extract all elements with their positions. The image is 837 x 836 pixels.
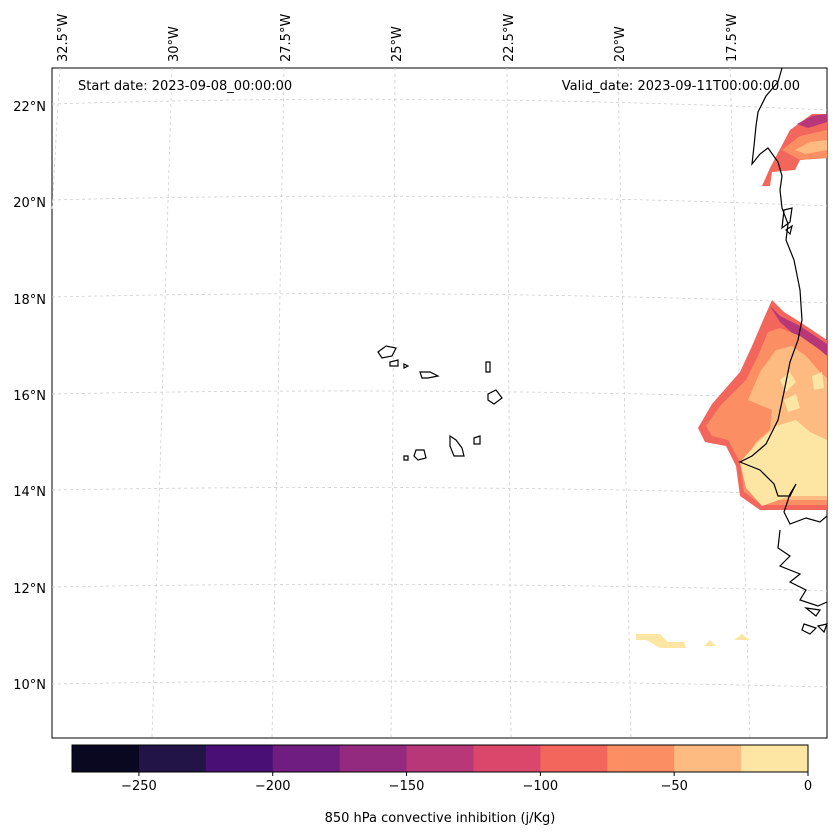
gridline-lon-275 — [271, 67, 285, 739]
colorbar-swatch — [607, 745, 675, 772]
gridline-lat-18 — [51, 293, 828, 304]
gridline-lat-10 — [51, 680, 828, 688]
colorbar-tick-label: −200 — [255, 779, 291, 794]
coastline-africa — [738, 67, 828, 525]
colorbar-ticks: −250 −200 −150 −100 −50 0 — [121, 772, 812, 794]
colorbar-swatch — [72, 745, 140, 772]
cape-verde-islands — [377, 345, 503, 461]
contour-senegal-spot2 — [784, 394, 800, 412]
contour-north-edge — [797, 114, 827, 128]
contour-north-inner — [795, 140, 827, 154]
lat-label-18: 18°N — [13, 293, 46, 308]
lon-label-25: 25°W — [390, 26, 405, 62]
colorbar-label: 850 hPa convective inhibition (j/Kg) — [325, 811, 556, 826]
gridline-lat-16 — [51, 390, 828, 400]
colorbar-swatch — [205, 745, 274, 772]
contour-south-2 — [704, 640, 716, 646]
colorbar-tick-label: −100 — [523, 779, 559, 794]
contour-south-3 — [734, 634, 750, 640]
gridline-lon-20 — [617, 67, 632, 739]
lon-label-20: 20°W — [613, 26, 628, 62]
lon-label-225: 22.5°W — [502, 14, 517, 62]
island-santa-luzia — [403, 363, 410, 369]
colorbar-tick-label: −150 — [389, 779, 425, 794]
cin-filled-contours — [636, 114, 827, 648]
gridline-lat-20 — [51, 195, 828, 207]
map-panel: Start date: 2023-09-08_00:00:00 Valid_da… — [51, 67, 828, 739]
colorbar-swatch — [272, 745, 341, 772]
colorbar-tick-label: −250 — [121, 779, 157, 794]
island-sao-nicolau — [419, 371, 440, 379]
gridline-lat-12 — [51, 583, 828, 592]
coastline-islet — [781, 207, 793, 230]
gridline-lon-30 — [151, 67, 173, 739]
colorbar-swatch — [540, 745, 608, 772]
gridline-lat-14 — [51, 487, 828, 496]
graticule — [51, 67, 828, 739]
lat-label-12: 12°N — [13, 582, 46, 597]
lat-label-22: 22°N — [13, 100, 46, 115]
island-santo-antao — [377, 345, 397, 359]
coastline-bijagos-2 — [801, 623, 818, 635]
island-sal — [485, 361, 491, 373]
colorbar-swatches — [72, 745, 809, 772]
start-date-label: Start date: 2023-09-08_00:00:00 — [78, 79, 292, 94]
lon-label-275: 27.5°W — [279, 14, 294, 62]
lat-label-20: 20°N — [13, 196, 46, 211]
island-sao-vicente — [389, 359, 399, 367]
island-santiago — [449, 434, 465, 457]
colorbar-swatch — [674, 745, 742, 772]
gridline-lon-25 — [390, 67, 396, 739]
coastline-islet-2 — [785, 224, 793, 236]
colorbar-swatch — [339, 745, 408, 772]
colorbar-swatch — [473, 745, 541, 772]
colorbar-tick-label: −50 — [660, 779, 687, 794]
coastline-bijagos-3 — [816, 623, 828, 634]
island-brava — [403, 455, 409, 461]
colorbar-swatch — [406, 745, 474, 772]
coastlines — [738, 67, 828, 635]
colorbar-swatch — [138, 745, 207, 772]
contour-senegal-spot3 — [812, 372, 824, 390]
longitude-labels: 32.5°W 30°W 27.5°W 25°W 22.5°W 20°W 17.5… — [56, 14, 740, 62]
island-boa-vista — [487, 389, 503, 405]
island-fogo — [413, 449, 427, 461]
gridline-lon-225 — [506, 67, 512, 739]
colorbar-frame — [71, 744, 809, 773]
contour-south-1 — [636, 634, 686, 648]
gridline-lat-22 — [51, 98, 828, 111]
contour-senegal-spot1 — [780, 372, 796, 392]
valid-date-label: Valid_date: 2023-09-11T00:00:00.00 — [562, 79, 800, 94]
colorbar-swatch — [741, 745, 809, 772]
coastline-bijagos-1 — [803, 607, 822, 617]
island-maio — [473, 435, 481, 445]
lon-label-30: 30°W — [167, 26, 182, 62]
lon-label-175: 17.5°W — [725, 14, 740, 62]
contour-senegal-core — [740, 420, 827, 506]
map-frame — [51, 67, 828, 739]
lat-label-10: 10°N — [13, 678, 46, 693]
lon-label-325: 32.5°W — [56, 14, 71, 62]
colorbar: −250 −200 −150 −100 −50 0 850 hPa convective … — [71, 744, 812, 826]
colorbar-tick-label: 0 — [804, 779, 812, 794]
lat-label-16: 16°N — [13, 389, 46, 404]
gridline-lon-175 — [729, 67, 751, 739]
latitude-labels: 22°N 20°N 18°N 16°N 14°N 12°N 10°N — [13, 100, 46, 693]
lat-label-14: 14°N — [13, 485, 46, 500]
coastline-guinea — [777, 529, 828, 607]
